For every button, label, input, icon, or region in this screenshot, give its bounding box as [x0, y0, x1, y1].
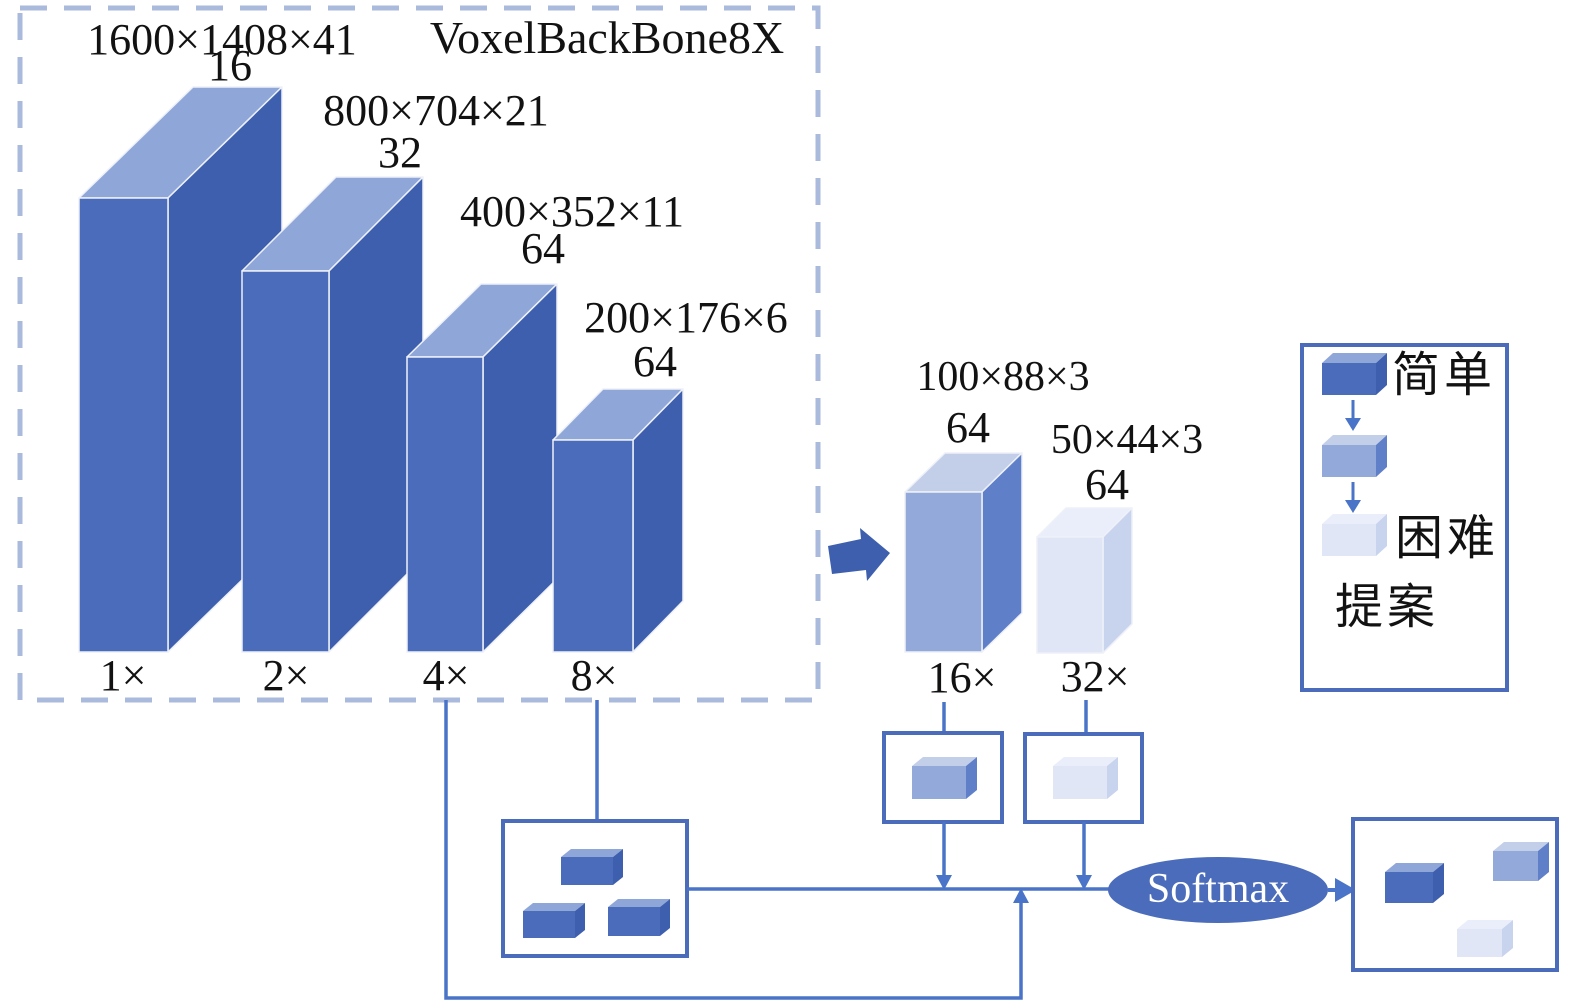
- legend-hard-cube-top: [1322, 514, 1387, 524]
- head32-block: [1036, 507, 1133, 654]
- softmax-label: Softmax: [1146, 866, 1290, 912]
- head16-dims-label: 100×88×3: [916, 354, 1090, 400]
- output-hard-cube-top: [1457, 920, 1513, 929]
- head32-mini-cube-top: [1053, 757, 1118, 766]
- proposal-cube2-top: [523, 903, 585, 911]
- head16-mini-cube-front: [912, 766, 966, 799]
- proposal-cube2-front: [523, 911, 575, 938]
- head16-mini-cube-top: [912, 757, 977, 766]
- legend-easy-cube-front: [1322, 363, 1376, 395]
- stage3-dims-label: 400×352×11: [460, 187, 684, 236]
- stage1-block-front: [78, 197, 169, 653]
- head32-dims-label: 50×44×3: [1050, 417, 1204, 463]
- output-easy-cube-side: [1433, 863, 1444, 903]
- head16-mini-cube-side: [966, 757, 977, 799]
- backbone-title: VoxelBackBone8X: [429, 12, 785, 63]
- output-easy-cube-top: [1385, 863, 1444, 872]
- head32-mini-cube-side: [1107, 757, 1118, 799]
- proposal-cube1-front: [561, 857, 613, 885]
- stage2-dims-label: 800×704×21: [323, 86, 549, 135]
- head32-scale-label: 32×: [1060, 652, 1130, 701]
- head16-channels-label: 64: [946, 403, 990, 452]
- backbone-to-heads-arrow-icon: [828, 528, 890, 581]
- legend-medium-cube-front: [1322, 445, 1376, 477]
- stage4-scale-label: 8×: [570, 651, 618, 700]
- proposal-cube1-top: [561, 849, 623, 857]
- stage4-block-front: [552, 439, 634, 653]
- output-medium-cube-front: [1493, 851, 1538, 881]
- legend-medium-cube-side: [1376, 435, 1387, 477]
- head16-block-front: [904, 491, 983, 653]
- stage2-channels-label: 32: [378, 128, 422, 177]
- proposal-cube2-side: [575, 903, 585, 938]
- legend-arrow1-head-icon: [1345, 418, 1361, 431]
- legend-hard-label: 困难: [1394, 512, 1500, 565]
- output-hard-cube-side: [1502, 920, 1513, 957]
- legend-arrow2-head-icon: [1345, 500, 1361, 513]
- legend-easy-label: 简单: [1391, 349, 1497, 402]
- head16-scale-label: 16×: [927, 653, 997, 702]
- stage2-block: [241, 176, 424, 653]
- head32-cube-box: [1023, 732, 1144, 824]
- output-medium-cube-top: [1493, 842, 1549, 851]
- feedback-up-arrowhead-icon: [1013, 888, 1029, 903]
- head32-block-front: [1036, 536, 1104, 654]
- legend-medium-cube-top: [1322, 435, 1387, 445]
- output-box: [1351, 817, 1559, 972]
- legend-hard-cube-side: [1376, 514, 1387, 556]
- stage1-dims-label: 1600×1408×41: [87, 15, 357, 64]
- stage1-scale-label: 1×: [99, 651, 147, 700]
- output-medium-cube-side: [1538, 842, 1549, 881]
- head16-block: [904, 452, 1023, 653]
- legend-easy-cube-side: [1376, 353, 1387, 395]
- proposal-cube1-side: [613, 849, 623, 885]
- stage4-block: [552, 388, 684, 653]
- stage3-block-front: [406, 356, 484, 653]
- feedback-connector-line: [444, 700, 1023, 1000]
- proposal-cube3-front: [608, 907, 660, 936]
- proposal-box: [501, 819, 689, 958]
- legend-box-border: [1300, 343, 1509, 692]
- output-hard-cube-front: [1457, 929, 1502, 957]
- legend-hard-cube-front: [1322, 524, 1376, 556]
- stage2-block-front: [241, 270, 330, 653]
- backbone-dashed-box: [17, 5, 821, 703]
- head32-channels-label: 64: [1085, 460, 1129, 509]
- stage3-scale-label: 4×: [422, 651, 470, 700]
- softmax-node: [1108, 857, 1328, 923]
- head16-down-arrowhead-icon: [936, 875, 952, 890]
- output-easy-cube-front: [1385, 872, 1433, 903]
- legend-proposal-label: 提案: [1334, 581, 1440, 634]
- stage2-scale-label: 2×: [262, 651, 310, 700]
- stage3-block: [406, 283, 558, 653]
- softmax-to-output-arrowhead-icon: [1335, 878, 1356, 902]
- legend-box: [1300, 343, 1509, 692]
- proposal-cube3-top: [608, 899, 670, 907]
- proposal-cube3-side: [660, 899, 670, 936]
- stage1-channels-label: 16: [208, 41, 252, 90]
- stage4-dims-label: 200×176×6: [584, 293, 788, 342]
- legend-easy-cube-top: [1322, 353, 1387, 363]
- head32-mini-cube-front: [1053, 766, 1107, 799]
- stage3-channels-label: 64: [521, 224, 565, 273]
- stage4-channels-label: 64: [633, 337, 677, 386]
- head32-down-arrowhead-icon: [1076, 875, 1092, 890]
- head16-cube-box: [882, 731, 1004, 824]
- output-box-border: [1351, 817, 1559, 972]
